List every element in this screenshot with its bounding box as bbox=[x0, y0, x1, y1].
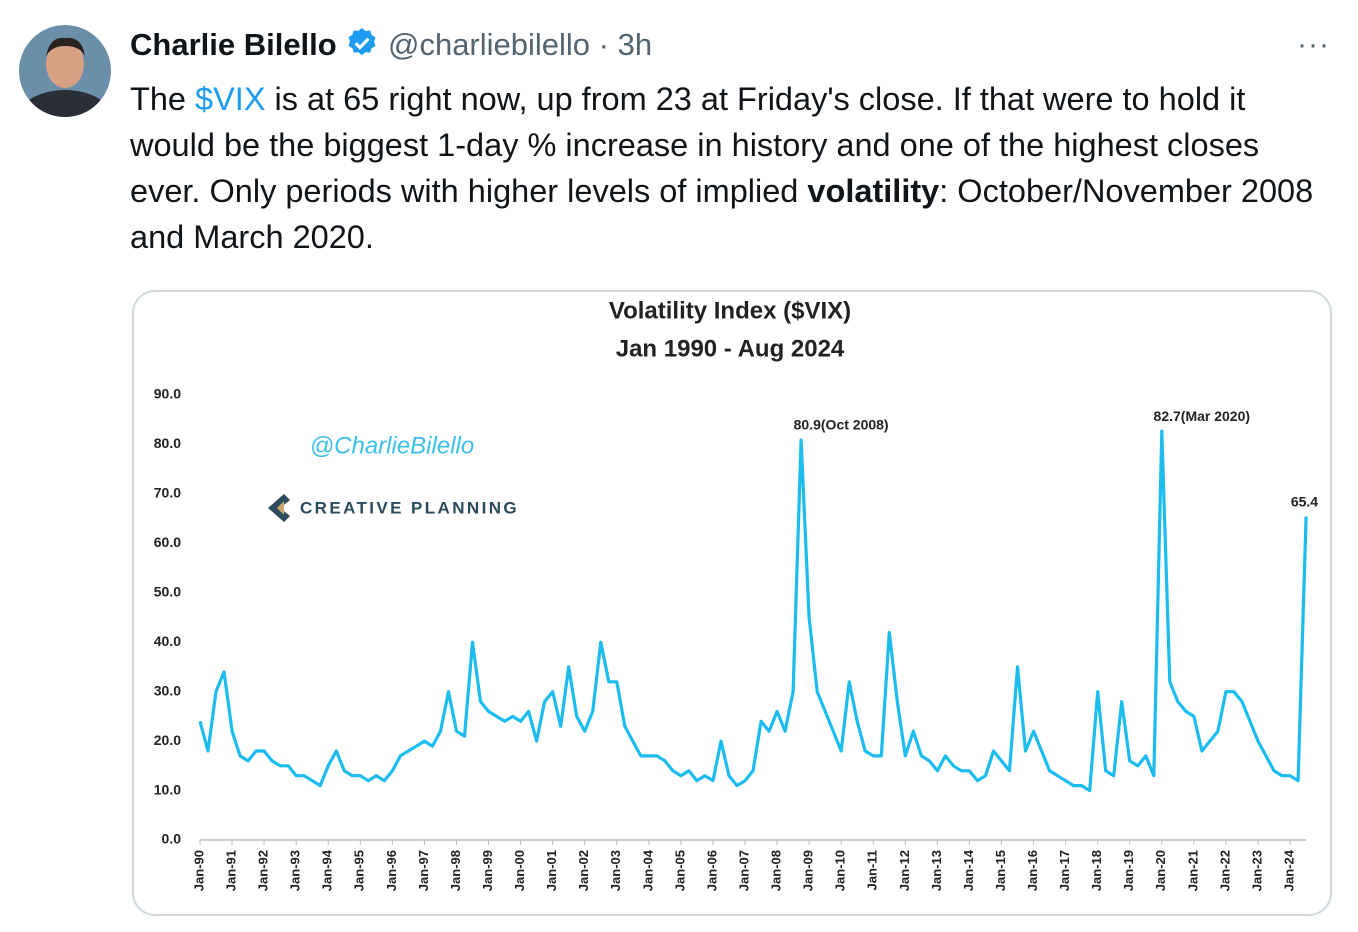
chart: Volatility Index ($VIX) Jan 1990 - Aug 2… bbox=[154, 297, 1319, 891]
chart-card[interactable] bbox=[132, 290, 1332, 916]
x-tick-label: Jan-93 bbox=[288, 850, 303, 891]
author-name[interactable]: Charlie Bilello bbox=[130, 27, 337, 62]
text-segment: is at 65 right now, up from 23 at Friday… bbox=[130, 81, 1260, 209]
x-tick-label: Jan-01 bbox=[544, 850, 559, 891]
text-segment: : October/November 2008 and March 2020. bbox=[130, 173, 1314, 255]
x-tick-label: Jan-09 bbox=[801, 850, 816, 891]
x-tick-label: Jan-96 bbox=[384, 850, 399, 891]
tweet-header: Charlie Bilello @charliebilello · 3h bbox=[130, 26, 652, 63]
x-tick-label: Jan-24 bbox=[1281, 849, 1296, 891]
x-tick-label: Jan-95 bbox=[352, 850, 367, 891]
y-tick-label: 20.0 bbox=[154, 732, 181, 748]
chart-subtitle: Jan 1990 - Aug 2024 bbox=[616, 335, 845, 362]
y-tick-label: 10.0 bbox=[154, 781, 181, 797]
more-button[interactable]: ··· bbox=[1297, 28, 1330, 61]
x-tick-label: Jan-02 bbox=[576, 850, 591, 891]
separator: · bbox=[598, 27, 609, 62]
x-tick-label: Jan-00 bbox=[512, 850, 527, 891]
x-tick-label: Jan-19 bbox=[1121, 850, 1136, 891]
x-tick-label: Jan-91 bbox=[223, 850, 238, 891]
x-tick-label: Jan-17 bbox=[1057, 850, 1072, 891]
text-segment: The bbox=[130, 81, 196, 117]
x-tick-label: Jan-92 bbox=[256, 850, 271, 891]
x-tick-label: Jan-18 bbox=[1089, 850, 1104, 891]
x-tick-label: Jan-11 bbox=[865, 850, 880, 890]
cashtag-link[interactable]: $VIX bbox=[195, 81, 266, 117]
x-tick-label: Jan-06 bbox=[704, 850, 719, 891]
x-tick-label: Jan-08 bbox=[769, 850, 784, 891]
verified-badge bbox=[348, 28, 376, 56]
tweet-text: The $VIX is at 65 right now, up from 23 … bbox=[130, 76, 1335, 260]
watermark: @CharlieBilello bbox=[310, 432, 474, 459]
x-tick-label: Jan-10 bbox=[833, 850, 848, 891]
watermark: CREATIVE PLANNING bbox=[300, 498, 519, 517]
chart-title: Volatility Index ($VIX) bbox=[609, 297, 851, 324]
x-tick-label: Jan-90 bbox=[191, 850, 206, 891]
x-tick-label: Jan-22 bbox=[1217, 850, 1232, 891]
x-tick-label: Jan-21 bbox=[1185, 850, 1200, 891]
x-tick-label: Jan-98 bbox=[448, 850, 463, 891]
text-segment: volatility bbox=[807, 173, 940, 209]
y-tick-label: 30.0 bbox=[154, 682, 181, 698]
x-tick-label: Jan-05 bbox=[672, 850, 687, 891]
handle[interactable]: @charliebilello bbox=[387, 27, 591, 62]
x-tick-label: Jan-20 bbox=[1153, 850, 1168, 891]
y-tick-label: 70.0 bbox=[154, 485, 181, 501]
logo-accent bbox=[277, 501, 284, 515]
data-label: 65.4 bbox=[1291, 493, 1318, 509]
x-tick-label: Jan-15 bbox=[993, 850, 1008, 891]
y-tick-label: 40.0 bbox=[154, 633, 181, 649]
timestamp[interactable]: 3h bbox=[617, 27, 653, 62]
avatar[interactable] bbox=[17, 25, 113, 150]
y-tick-label: 50.0 bbox=[154, 583, 181, 599]
x-tick-label: Jan-07 bbox=[736, 850, 751, 891]
y-tick-label: 0.0 bbox=[162, 831, 182, 847]
data-label: 82.7(Mar 2020) bbox=[1154, 408, 1251, 424]
y-tick-label: 90.0 bbox=[154, 386, 181, 402]
x-tick-label: Jan-03 bbox=[608, 850, 623, 891]
x-tick-label: Jan-14 bbox=[961, 849, 976, 891]
x-tick-label: Jan-12 bbox=[897, 850, 912, 891]
vix-line bbox=[198, 429, 1308, 793]
y-tick-label: 60.0 bbox=[154, 534, 181, 550]
x-tick-label: Jan-16 bbox=[1025, 850, 1040, 891]
x-tick-label: Jan-13 bbox=[929, 850, 944, 891]
x-tick-label: Jan-97 bbox=[416, 850, 431, 891]
y-tick-label: 80.0 bbox=[154, 435, 181, 451]
data-label: 80.9(Oct 2008) bbox=[794, 417, 889, 433]
x-tick-label: Jan-04 bbox=[640, 849, 655, 891]
x-tick-label: Jan-94 bbox=[320, 849, 335, 891]
x-tick-label: Jan-23 bbox=[1249, 850, 1264, 891]
x-tick-label: Jan-99 bbox=[480, 850, 495, 891]
